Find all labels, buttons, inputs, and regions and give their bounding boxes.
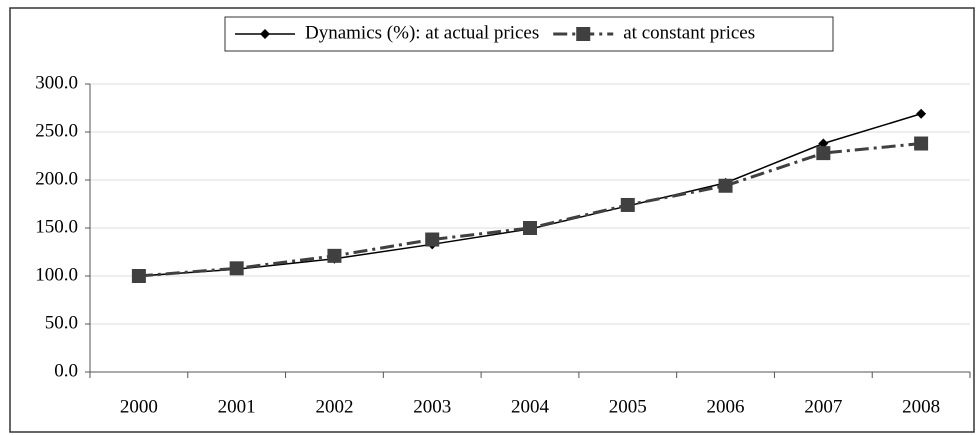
x-tick-label: 2001 — [218, 396, 256, 417]
x-tick-label: 2002 — [315, 396, 353, 417]
marker-square — [425, 232, 440, 247]
marker-square — [816, 146, 831, 161]
marker-diamond — [916, 108, 927, 119]
marker-square — [620, 197, 635, 212]
x-tick-label: 2003 — [413, 396, 451, 417]
marker-square — [327, 248, 342, 263]
series-line — [138, 113, 922, 277]
x-tick-label: 2005 — [609, 396, 647, 417]
marker-square — [229, 261, 244, 276]
x-tick-label: 2004 — [511, 396, 550, 417]
legend-label: Dynamics (%): at actual prices — [305, 22, 539, 43]
x-tick-label: 2007 — [804, 396, 842, 417]
y-tick-label: 50.0 — [45, 312, 78, 333]
y-tick-label: 300.0 — [35, 72, 78, 93]
x-tick-label: 2006 — [707, 396, 745, 417]
legend-box — [224, 16, 834, 52]
y-tick-label: 200.0 — [35, 168, 78, 189]
marker-square — [523, 221, 537, 235]
y-tick-label: 150.0 — [35, 216, 78, 237]
legend-marker — [576, 27, 591, 41]
legend-label: at constant prices — [623, 22, 755, 43]
marker-square — [718, 178, 733, 193]
chart-frame — [9, 7, 975, 433]
marker-square — [131, 269, 146, 283]
x-tick-label: 2008 — [902, 396, 940, 417]
legend-marker — [260, 29, 270, 39]
y-tick-label: 0.0 — [54, 360, 78, 381]
marker-square — [914, 136, 929, 151]
x-tick-label: 2000 — [120, 396, 158, 417]
series-line — [138, 142, 922, 278]
marker-diamond — [818, 138, 829, 149]
y-tick-label: 100.0 — [35, 264, 78, 285]
y-tick-label: 250.0 — [35, 120, 78, 141]
